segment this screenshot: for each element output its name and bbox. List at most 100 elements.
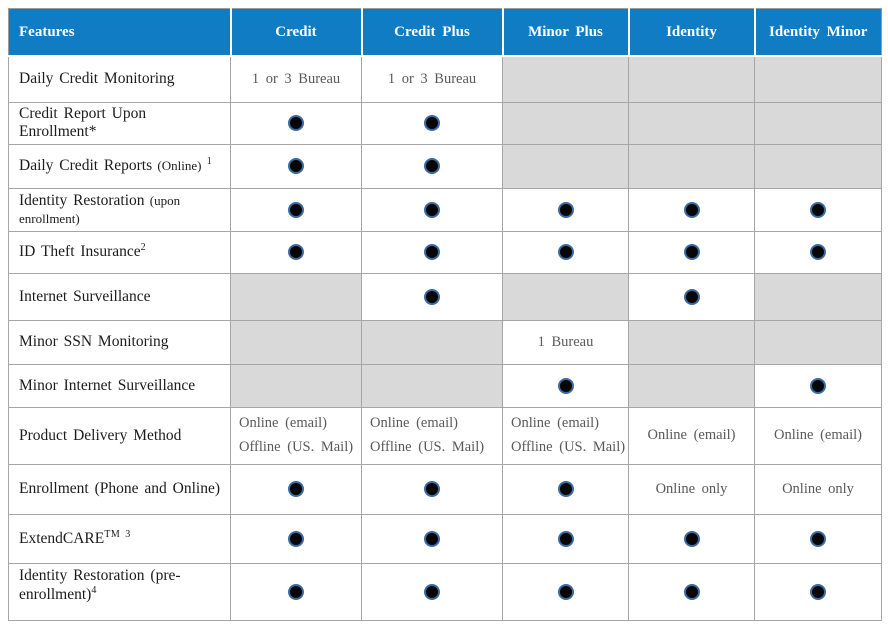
included-bullet-icon xyxy=(424,288,440,305)
feature-name: Enrollment (Phone and Online) xyxy=(19,480,220,497)
included-bullet-icon xyxy=(810,583,826,600)
included-bullet-icon xyxy=(424,115,440,132)
included-bullet-icon xyxy=(557,377,574,394)
table-row: Identity Restoration (upon enrollment) xyxy=(8,187,882,232)
feature-value-cell: Online only xyxy=(754,463,882,515)
value-line: Online (email) xyxy=(370,415,458,432)
included-bullet-icon xyxy=(557,481,574,498)
feature-included-cell xyxy=(230,463,362,515)
feature-not-available-cell xyxy=(754,143,882,189)
feature-not-available-cell xyxy=(502,143,629,189)
feature-name: ExtendCARE xyxy=(19,530,105,548)
feature-name: Daily Credit Monitoring xyxy=(19,70,175,88)
feature-included-cell xyxy=(230,562,362,621)
feature-value-cell: Online (email) Offline (US. Mail) xyxy=(361,406,503,465)
feature-name: Internet Surveillance xyxy=(19,287,151,305)
feature-footnote-marker: TM 3 xyxy=(104,528,131,540)
column-header-label: Minor Plus xyxy=(528,23,603,40)
column-header-label: Credit Plus xyxy=(394,23,470,40)
included-bullet-icon xyxy=(424,583,440,600)
value-text: Online only xyxy=(655,480,728,497)
feature-name-cell: Product Delivery Method xyxy=(8,406,231,465)
feature-comparison-table: Features Credit Credit Plus Minor Plus Ident… xyxy=(8,8,882,621)
included-bullet-icon xyxy=(683,288,700,305)
included-bullet-icon xyxy=(683,201,700,218)
feature-included-cell xyxy=(230,230,362,274)
feature-included-cell xyxy=(361,513,503,564)
column-header-credit-plus: Credit Plus xyxy=(360,8,503,57)
feature-not-available-cell xyxy=(230,319,362,365)
included-bullet-icon xyxy=(424,481,440,498)
feature-included-cell xyxy=(361,101,503,145)
feature-comparison-table-wrap: Features Credit Credit Plus Minor Plus Ident… xyxy=(8,8,882,621)
feature-not-available-cell xyxy=(628,363,755,408)
feature-included-cell xyxy=(230,143,362,189)
feature-name: Minor Internet Surveillance xyxy=(19,376,196,394)
value-text: 1 Bureau xyxy=(537,333,594,350)
table-header: Features Credit Credit Plus Minor Plus Ident… xyxy=(8,8,882,57)
table-row: Internet Surveillance xyxy=(8,272,882,321)
value-text: Online (email) xyxy=(774,427,862,443)
feature-included-cell xyxy=(628,187,755,232)
feature-included-cell xyxy=(754,230,882,274)
feature-value-cell: Online (email) xyxy=(628,406,755,465)
feature-name-cell: Daily Credit Monitoring xyxy=(8,55,231,103)
feature-value-cell: Online only xyxy=(628,463,755,515)
feature-included-cell xyxy=(502,463,629,515)
value-text: Online (email) xyxy=(647,427,736,443)
table-row: Product Delivery Method Online (email) Off… xyxy=(8,406,882,465)
table-row: Daily Credit Reports (Online) 1 xyxy=(8,143,882,189)
feature-not-available-cell xyxy=(628,101,755,145)
column-header-label: Features xyxy=(19,23,75,40)
value-line: Online (email) xyxy=(239,415,327,432)
feature-name-cell: Enrollment (Phone and Online) xyxy=(8,463,231,515)
feature-not-available-cell xyxy=(754,101,882,145)
feature-not-available-cell xyxy=(754,55,882,103)
feature-value-cell: Online (email) Offline (US. Mail) xyxy=(502,406,629,465)
feature-included-cell xyxy=(361,272,503,321)
feature-included-cell xyxy=(628,230,755,274)
feature-value-cell: 1 Bureau xyxy=(502,319,629,365)
included-bullet-icon xyxy=(683,583,700,600)
included-bullet-icon xyxy=(810,377,826,394)
column-header-label: Identity xyxy=(666,23,717,40)
included-bullet-icon xyxy=(683,530,700,547)
feature-included-cell xyxy=(502,562,629,621)
feature-name: Identity Restoration (pre-enrollment) xyxy=(19,566,181,603)
feature-name-cell: Daily Credit Reports (Online) 1 xyxy=(8,143,231,189)
feature-not-available-cell xyxy=(230,272,362,321)
feature-name-cell: Credit Report Upon Enrollment* xyxy=(8,101,231,145)
value-line: Offline (US. Mail) xyxy=(511,438,626,455)
feature-included-cell xyxy=(628,272,755,321)
feature-included-cell xyxy=(502,513,629,564)
feature-name: ID Theft Insurance xyxy=(19,243,141,261)
column-header-credit: Credit xyxy=(229,8,362,57)
value-text: 1 or 3 Bureau xyxy=(387,70,477,87)
included-bullet-icon xyxy=(288,201,304,218)
feature-name-cell: Minor Internet Surveillance xyxy=(8,363,231,408)
included-bullet-icon xyxy=(810,244,826,261)
included-bullet-icon xyxy=(424,244,440,261)
feature-name-cell: Identity Restoration (pre-enrollment)4 xyxy=(8,562,231,621)
feature-name-detail: (upon enrollment) xyxy=(19,192,181,226)
feature-included-cell xyxy=(361,143,503,189)
included-bullet-icon xyxy=(424,158,440,175)
feature-included-cell xyxy=(361,463,503,515)
column-header-identity-minor: Identity Minor xyxy=(753,8,882,57)
feature-name: Credit Report Upon Enrollment* xyxy=(19,105,147,140)
table-row: Enrollment (Phone and Online) Online only… xyxy=(8,463,882,515)
included-bullet-icon xyxy=(424,530,440,547)
feature-footnote-marker: 1 xyxy=(206,156,213,168)
feature-not-available-cell xyxy=(754,272,882,321)
feature-value-cell: 1 or 3 Bureau xyxy=(230,55,362,103)
table-row: Daily Credit Monitoring 1 or 3 Bureau 1 or… xyxy=(8,55,882,103)
included-bullet-icon xyxy=(683,244,700,261)
feature-included-cell xyxy=(754,363,882,408)
feature-included-cell xyxy=(230,513,362,564)
included-bullet-icon xyxy=(424,201,440,218)
feature-included-cell xyxy=(361,562,503,621)
column-header-label: Identity Minor xyxy=(769,23,868,40)
feature-not-available-cell xyxy=(361,363,503,408)
feature-name-cell: ID Theft Insurance2 xyxy=(8,230,231,274)
feature-name: Identity Restoration xyxy=(19,191,145,209)
